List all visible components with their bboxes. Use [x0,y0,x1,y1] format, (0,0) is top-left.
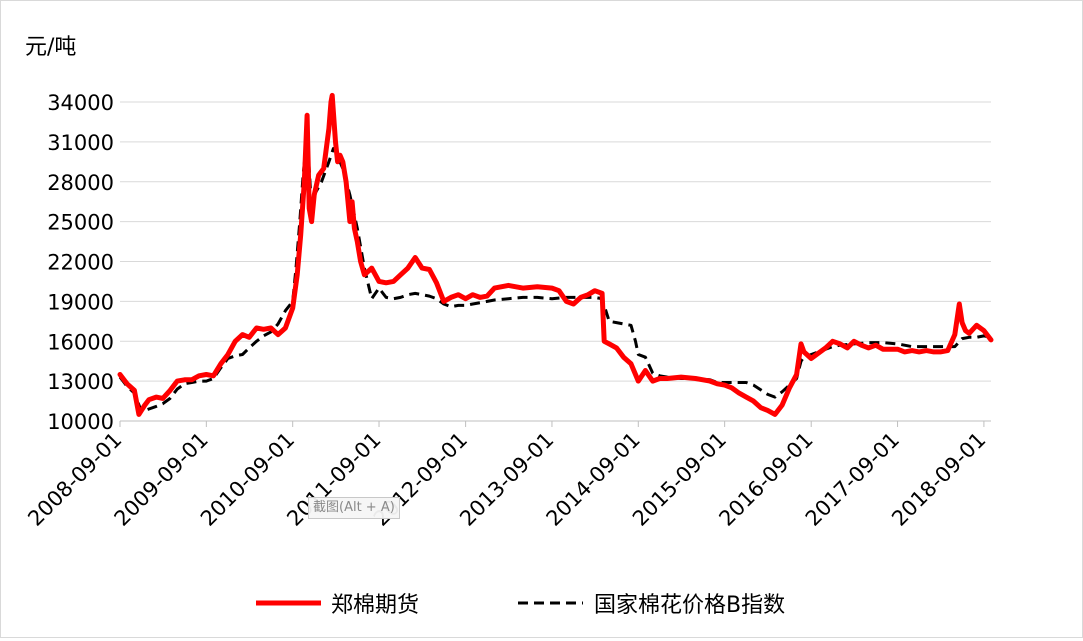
series-line-futures [117,92,994,417]
legend-label-b-index: 国家棉花价格B指数 [594,593,785,618]
legend-entry-b-index: 国家棉花价格B指数 [518,593,785,618]
y-tick-label: 34000 [47,91,114,115]
y-tick-label: 19000 [47,290,114,314]
y-tick-label: 16000 [47,330,114,354]
screenshot-tooltip: 截图(Alt + A) [308,497,400,519]
legend: 郑棉期货 国家棉花价格B指数 [256,593,785,618]
x-tick-label: 2018-09-01 [887,428,990,531]
y-tick-label: 10000 [47,410,114,434]
y-tick-label: 31000 [47,131,114,155]
gridlines [120,101,991,382]
series-lines [117,92,994,417]
x-axis: 2008-09-012009-09-012010-09-012011-09-01… [23,420,991,531]
y-axis: 10000 13000 16000 19000 22000 25000 28000 31000… [47,91,114,434]
series-line-b-index [118,133,992,414]
y-axis-unit-label: 元/吨 [25,35,76,60]
legend-entry-futures: 郑棉期货 [256,593,419,618]
y-tick-label: 13000 [47,370,114,394]
y-tick-label: 22000 [47,251,114,275]
y-tick-label: 28000 [47,171,114,195]
legend-label-futures: 郑棉期货 [331,593,419,618]
y-tick-label: 25000 [47,211,114,235]
